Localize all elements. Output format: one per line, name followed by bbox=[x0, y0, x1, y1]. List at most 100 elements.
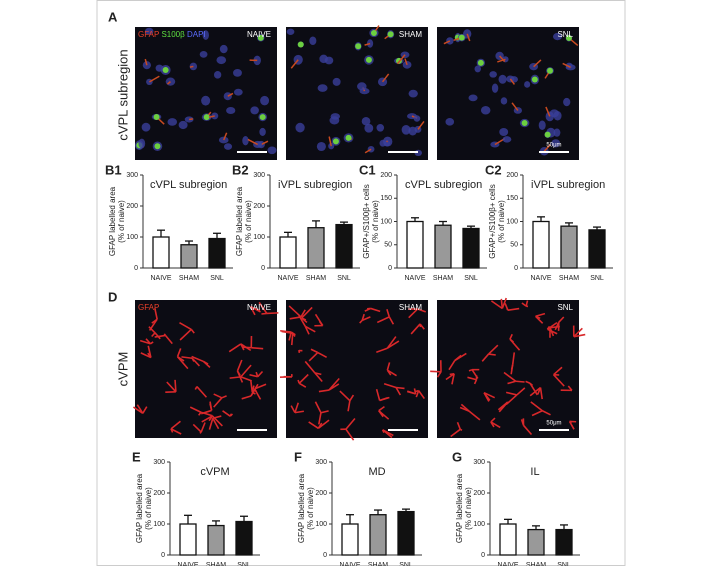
x-tick-label: SHAM bbox=[206, 562, 226, 566]
process bbox=[419, 323, 425, 330]
nucleus bbox=[332, 77, 341, 86]
chart-title: cVPM bbox=[200, 466, 229, 478]
process bbox=[386, 308, 391, 318]
y-axis-label: GFAP+/S100β+ cells bbox=[362, 184, 371, 258]
process bbox=[345, 417, 356, 430]
bar bbox=[208, 237, 226, 269]
nucleus bbox=[551, 139, 561, 148]
process bbox=[415, 389, 419, 393]
process bbox=[250, 380, 254, 393]
y-tick-label: 0 bbox=[134, 265, 138, 272]
cell bbox=[355, 43, 362, 50]
y-tick-label: 50 bbox=[384, 242, 392, 249]
process bbox=[533, 59, 542, 68]
x-tick-label: NAIVE bbox=[404, 275, 425, 282]
process bbox=[290, 405, 296, 414]
y-tick-label: 0 bbox=[323, 552, 327, 559]
cell bbox=[544, 131, 551, 138]
nucleus bbox=[178, 120, 188, 130]
process bbox=[294, 410, 304, 414]
process bbox=[410, 323, 421, 335]
panel-label: A bbox=[108, 9, 118, 24]
nucleus bbox=[329, 116, 340, 125]
x-tick-label: SNL bbox=[237, 562, 251, 566]
image-label: SHAM bbox=[399, 30, 422, 39]
process bbox=[375, 388, 381, 401]
process bbox=[568, 421, 575, 430]
process bbox=[317, 351, 328, 359]
bar bbox=[179, 523, 197, 556]
process bbox=[386, 340, 400, 349]
y-axis-label: (% of naive) bbox=[371, 200, 380, 243]
process bbox=[241, 395, 252, 400]
nucleus bbox=[361, 116, 371, 126]
process bbox=[301, 306, 313, 319]
nucleus bbox=[376, 123, 385, 132]
x-tick-label: SHAM bbox=[368, 562, 388, 566]
process bbox=[466, 33, 471, 42]
process bbox=[179, 322, 192, 331]
nucleus bbox=[260, 95, 270, 106]
process bbox=[573, 333, 586, 338]
cell bbox=[521, 120, 528, 127]
process bbox=[511, 352, 516, 365]
y-tick-label: 300 bbox=[315, 459, 327, 466]
y-axis-label: (% of naive) bbox=[117, 200, 126, 243]
process bbox=[290, 333, 294, 346]
cell bbox=[345, 134, 352, 141]
panel-label: C1 bbox=[359, 162, 376, 177]
process bbox=[154, 332, 161, 340]
y-tick-label: 200 bbox=[126, 203, 138, 210]
y-tick-label: 100 bbox=[315, 521, 327, 528]
process bbox=[516, 387, 526, 396]
y-tick-label: 200 bbox=[506, 172, 518, 179]
process bbox=[149, 341, 154, 345]
process bbox=[511, 102, 519, 111]
process bbox=[499, 55, 506, 63]
process bbox=[208, 115, 215, 118]
process bbox=[418, 390, 425, 400]
process bbox=[361, 313, 365, 321]
process bbox=[181, 356, 193, 360]
process bbox=[459, 428, 463, 431]
stain: GFAP bbox=[138, 30, 159, 39]
nucleus bbox=[233, 69, 242, 77]
process bbox=[227, 92, 234, 97]
process bbox=[328, 383, 340, 391]
process bbox=[378, 410, 384, 418]
micrograph bbox=[286, 300, 428, 438]
process bbox=[396, 54, 406, 65]
image-label: SHAM bbox=[399, 303, 422, 312]
process bbox=[223, 132, 228, 141]
process bbox=[308, 421, 319, 430]
process bbox=[349, 394, 355, 402]
process bbox=[382, 429, 394, 437]
nucleus bbox=[506, 75, 515, 83]
process bbox=[490, 300, 503, 310]
cell bbox=[257, 34, 264, 41]
process bbox=[417, 308, 427, 313]
process bbox=[359, 319, 363, 324]
nucleus bbox=[216, 56, 227, 65]
process bbox=[258, 301, 268, 314]
process bbox=[229, 413, 234, 417]
nucleus bbox=[499, 127, 509, 137]
process bbox=[191, 355, 204, 363]
y-tick-label: 100 bbox=[473, 521, 485, 528]
process bbox=[413, 388, 417, 395]
x-tick-label: NAIVE bbox=[530, 275, 551, 282]
process bbox=[240, 364, 252, 378]
process bbox=[339, 390, 351, 402]
x-tick-label: SNL bbox=[557, 562, 571, 566]
process bbox=[247, 138, 258, 146]
nucleus bbox=[502, 136, 512, 143]
y-axis-label: GFAP labelled area bbox=[108, 186, 117, 256]
cell bbox=[547, 67, 554, 74]
nucleus bbox=[141, 122, 151, 132]
process bbox=[189, 65, 194, 68]
nucleus bbox=[226, 107, 236, 114]
process bbox=[213, 393, 223, 399]
process bbox=[149, 75, 160, 83]
nucleus bbox=[498, 74, 507, 84]
x-tick-label: NAIVE bbox=[150, 275, 171, 282]
